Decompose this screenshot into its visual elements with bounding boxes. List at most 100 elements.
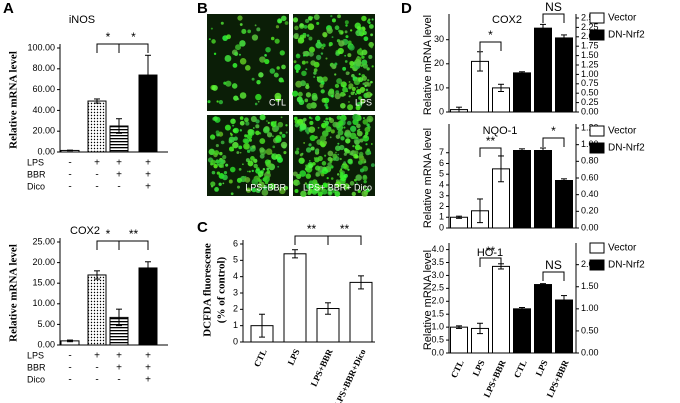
bar [555, 37, 573, 113]
cell [215, 159, 220, 164]
cell [356, 130, 363, 137]
cell [334, 83, 340, 88]
cell [255, 124, 260, 129]
cell [325, 117, 329, 121]
cell [344, 54, 347, 57]
cell [347, 158, 353, 164]
bar [492, 265, 510, 354]
cell [232, 63, 238, 68]
y-tick-label: 6 [439, 158, 444, 168]
cell [233, 127, 239, 134]
cell [228, 146, 234, 152]
y-tick-label: 4 [233, 271, 238, 281]
cell [347, 168, 350, 171]
cell [320, 52, 324, 55]
cell [335, 181, 342, 188]
bar [534, 150, 552, 229]
legend-label: DN-Nrf2 [608, 30, 645, 41]
y-tick-label: 20.00 [32, 126, 55, 136]
treatment-name: Dico [27, 181, 45, 191]
cell [328, 190, 332, 195]
cell [347, 104, 354, 111]
cell [312, 162, 316, 166]
cell [239, 120, 245, 126]
cell [326, 27, 333, 34]
cell [311, 16, 314, 19]
cell [262, 167, 266, 171]
chart-title: COX2 [492, 14, 522, 26]
cell [355, 105, 361, 111]
y-axis-label: Relative mRNA level [422, 15, 434, 115]
cell [328, 117, 332, 121]
cell [211, 170, 216, 175]
legend-label: DN-Nrf2 [608, 143, 645, 154]
cell [266, 120, 268, 122]
cell [313, 14, 320, 20]
cell [266, 170, 271, 174]
cell [327, 162, 332, 167]
cell [313, 75, 316, 79]
cell [293, 60, 297, 64]
y-tick-label: 0.50 [581, 325, 599, 335]
cell [299, 153, 303, 157]
legend-label: Vector [608, 13, 637, 24]
cell [366, 148, 370, 152]
cell [355, 174, 362, 181]
x-tick-label: LPS+BBR+Dico [332, 347, 368, 403]
significance-bracket [96, 43, 120, 53]
cell [366, 20, 370, 23]
cell [363, 179, 367, 184]
treatment-name: Dico [27, 374, 45, 384]
cell [322, 43, 326, 48]
x-tick-label: LPS [286, 347, 302, 366]
cell [232, 124, 235, 127]
cell [293, 116, 298, 121]
cell [334, 73, 337, 76]
cell [308, 116, 312, 119]
treatment-name: BBR [27, 169, 46, 179]
cell [330, 129, 335, 134]
cell [238, 145, 243, 150]
cell [270, 121, 277, 128]
treatment-sign: + [145, 375, 151, 386]
cell [266, 167, 270, 171]
cell [275, 136, 282, 143]
cell [363, 117, 365, 120]
treatment-sign: - [95, 375, 98, 386]
cell [225, 80, 232, 87]
treatment-sign: - [95, 170, 98, 181]
bar [513, 308, 531, 354]
cell [306, 131, 310, 135]
significance-bracket [542, 271, 565, 281]
y-tick-label: 0.5 [431, 334, 444, 344]
cell [229, 166, 236, 173]
y-tick-label: 3.0 [431, 270, 444, 280]
cell [348, 81, 351, 83]
cell [237, 15, 243, 21]
treatment-sign: + [145, 170, 151, 181]
cell [247, 29, 252, 34]
cell [329, 136, 332, 139]
cell [315, 54, 322, 61]
cell [365, 143, 368, 146]
cell [311, 189, 318, 195]
cell [264, 53, 267, 57]
cell [325, 57, 328, 60]
treatment-name: BBR [27, 362, 46, 372]
cell [251, 77, 255, 81]
cell [360, 28, 364, 32]
cell [370, 163, 375, 168]
cell [370, 93, 373, 96]
cell [275, 25, 280, 29]
cell [263, 175, 270, 183]
y-tick-label: 5 [233, 255, 238, 265]
cell [302, 51, 307, 56]
cell [281, 133, 286, 138]
cell [281, 79, 285, 83]
cell [210, 159, 216, 166]
cell [274, 38, 280, 44]
x-tick-label: CTL [449, 358, 466, 379]
cell [244, 175, 247, 178]
significance-bracket [479, 41, 502, 51]
cell [211, 137, 214, 140]
